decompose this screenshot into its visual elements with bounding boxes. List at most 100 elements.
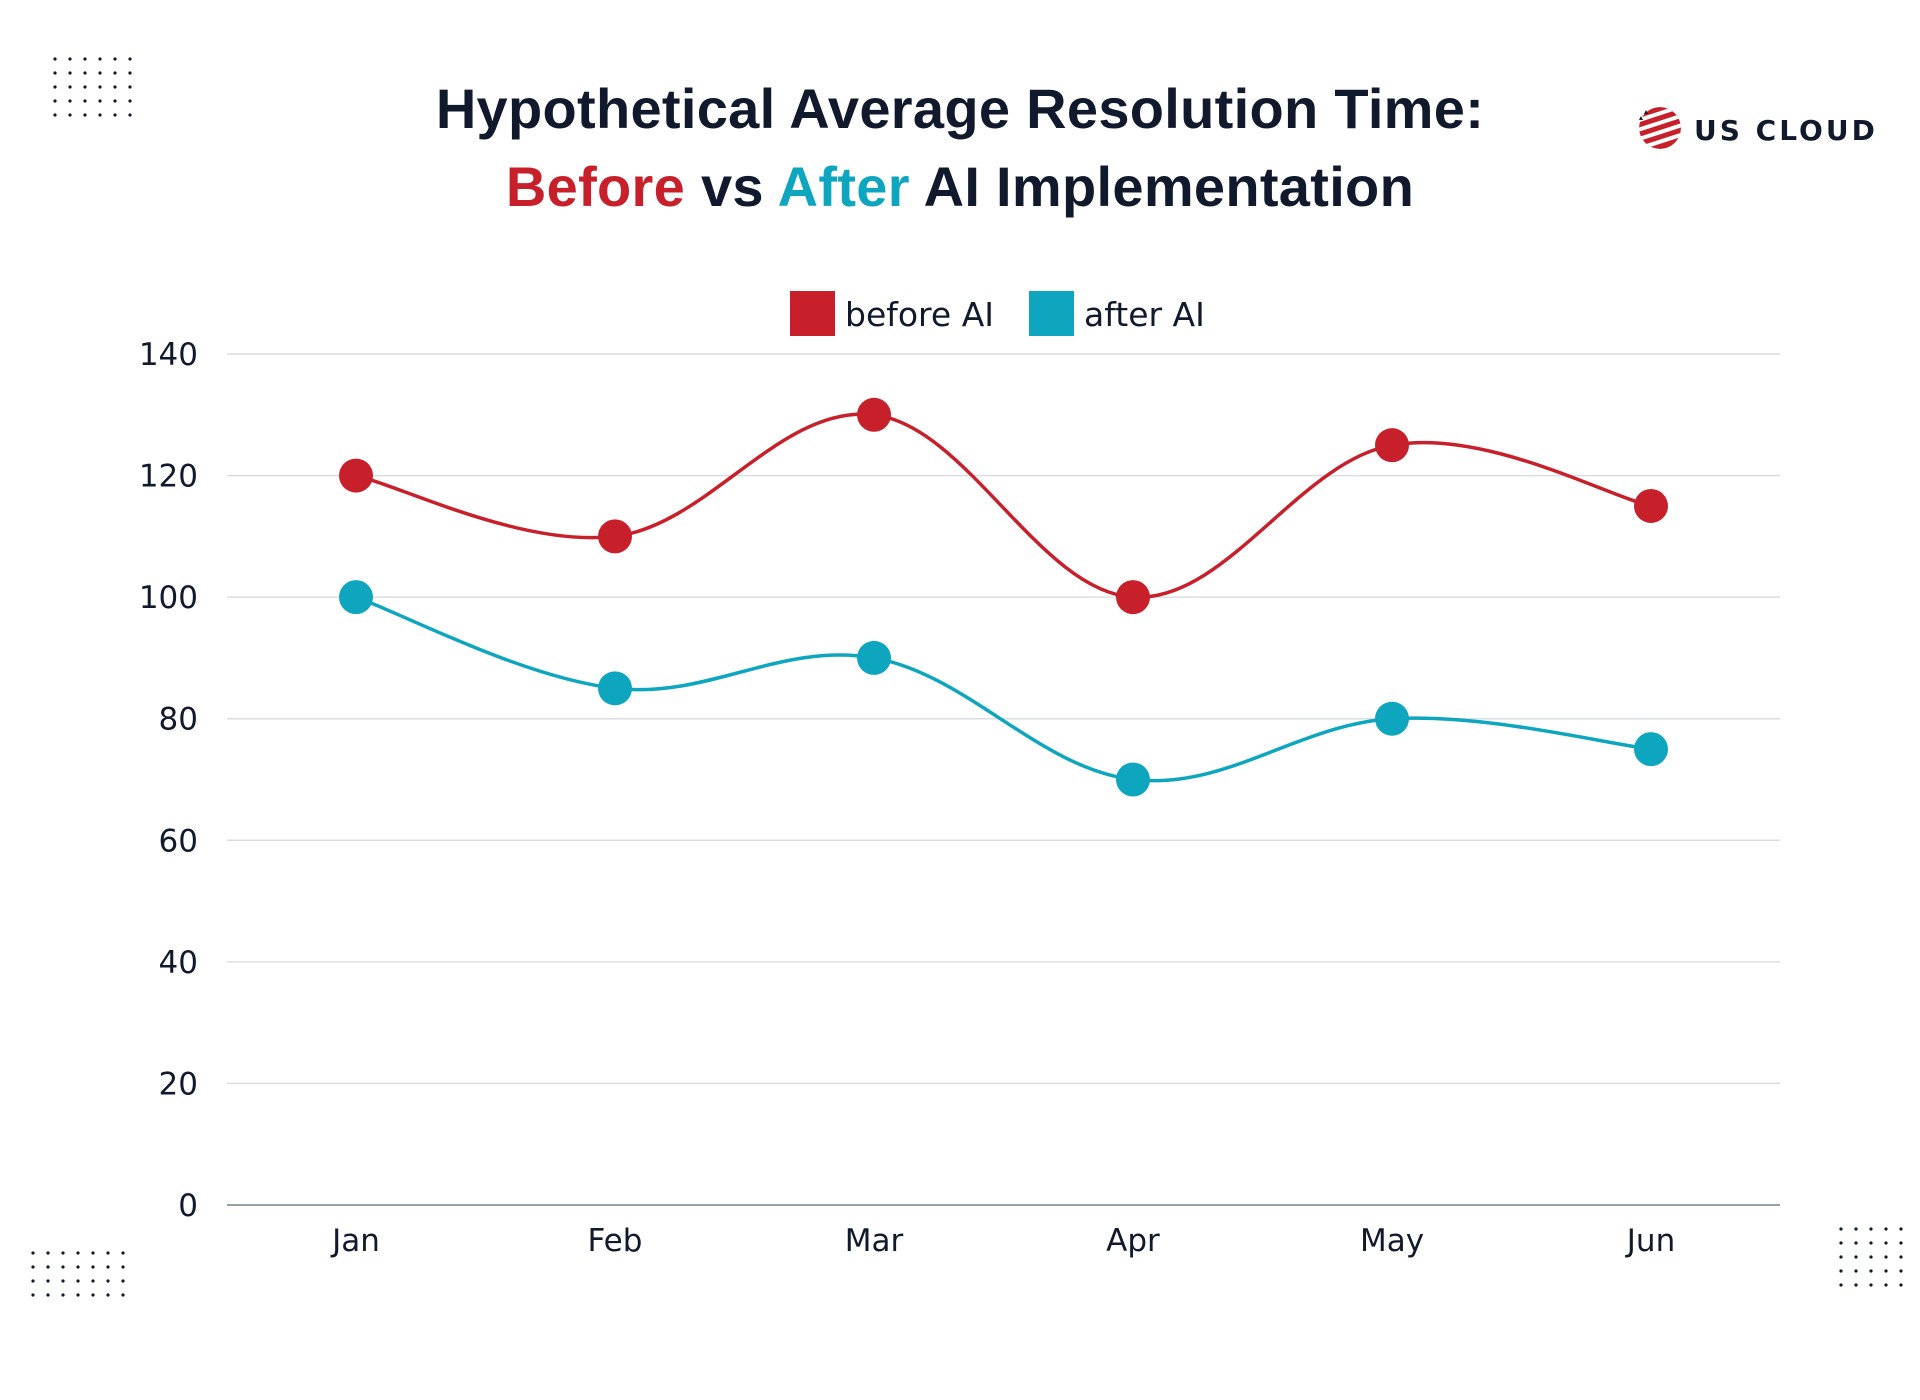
decorative-dot bbox=[46, 1265, 50, 1269]
decorative-dot bbox=[61, 1265, 65, 1269]
data-point bbox=[1634, 732, 1668, 767]
decorative-dot bbox=[1854, 1227, 1858, 1231]
y-tick-label: 0 bbox=[178, 1188, 198, 1224]
decorative-dot bbox=[106, 1251, 110, 1255]
x-tick-label: Apr bbox=[1106, 1223, 1160, 1259]
decorative-dot bbox=[128, 71, 132, 75]
decorative-dot bbox=[53, 71, 57, 75]
decorative-dots-bottom-left bbox=[31, 1251, 125, 1297]
data-point bbox=[598, 519, 632, 554]
decorative-dot bbox=[121, 1279, 125, 1283]
decorative-dot bbox=[1839, 1227, 1843, 1231]
decorative-dot bbox=[91, 1293, 95, 1297]
decorative-dot bbox=[113, 57, 117, 61]
decorative-dot bbox=[68, 85, 72, 89]
decorative-dot bbox=[91, 1279, 95, 1283]
decorative-dot bbox=[106, 1293, 110, 1297]
decorative-dot bbox=[83, 71, 87, 75]
data-point bbox=[1375, 701, 1409, 736]
decorative-dot bbox=[1899, 1227, 1903, 1231]
decorative-dot bbox=[98, 57, 102, 61]
decorative-dot bbox=[68, 113, 72, 117]
decorative-dot bbox=[31, 1279, 35, 1283]
y-tick-label: 140 bbox=[139, 337, 198, 373]
y-tick-label: 80 bbox=[159, 702, 198, 738]
data-point bbox=[1116, 580, 1150, 615]
decorative-dot bbox=[98, 71, 102, 75]
legend-item: after AI bbox=[1029, 291, 1205, 336]
decorative-dot bbox=[68, 71, 72, 75]
decorative-dot bbox=[1839, 1283, 1843, 1287]
decorative-dot bbox=[1839, 1255, 1843, 1259]
decorative-dot bbox=[83, 57, 87, 61]
decorative-dot bbox=[76, 1251, 80, 1255]
legend-swatch bbox=[1029, 291, 1074, 336]
decorative-dot bbox=[68, 99, 72, 103]
data-point bbox=[339, 458, 373, 493]
x-tick-label: Feb bbox=[588, 1223, 643, 1259]
decorative-dot bbox=[1854, 1255, 1858, 1259]
chart-title-line-1: Hypothetical Average Resolution Time: bbox=[435, 77, 1485, 140]
decorative-dot bbox=[1869, 1255, 1873, 1259]
decorative-dot bbox=[46, 1293, 50, 1297]
globe-stripes-icon bbox=[1636, 104, 1684, 157]
decorative-dot bbox=[31, 1265, 35, 1269]
title-after-word: After bbox=[777, 155, 910, 218]
decorative-dot bbox=[31, 1293, 35, 1297]
decorative-dot bbox=[46, 1279, 50, 1283]
chart-title-line-2: Before vs After AI Implementation bbox=[0, 148, 1920, 226]
decorative-dot bbox=[1839, 1269, 1843, 1273]
decorative-dot bbox=[121, 1293, 125, 1297]
decorative-dot bbox=[121, 1251, 125, 1255]
decorative-dot bbox=[83, 99, 87, 103]
decorative-dot bbox=[61, 1251, 65, 1255]
y-tick-label: 100 bbox=[139, 580, 198, 616]
decorative-dot bbox=[121, 1265, 125, 1269]
decorative-dot bbox=[61, 1293, 65, 1297]
logo-text: US CLOUD bbox=[1694, 113, 1878, 147]
title-rest-words: AI Implementation bbox=[909, 155, 1415, 218]
decorative-dot bbox=[1869, 1283, 1873, 1287]
decorative-dot bbox=[1899, 1283, 1903, 1287]
decorative-dot bbox=[53, 99, 57, 103]
title-before-word: Before bbox=[505, 155, 686, 218]
decorative-dot bbox=[106, 1279, 110, 1283]
decorative-dot bbox=[1839, 1241, 1843, 1245]
data-point bbox=[857, 397, 891, 432]
series-line bbox=[355, 595, 1652, 783]
legend: before AI after AI bbox=[790, 291, 1205, 336]
decorative-dot bbox=[31, 1251, 35, 1255]
x-tick-label: Mar bbox=[845, 1223, 904, 1259]
series-after-ai bbox=[339, 580, 1668, 797]
x-tick-label: May bbox=[1360, 1223, 1424, 1259]
y-tick-label: 20 bbox=[159, 1066, 198, 1102]
data-point bbox=[1634, 488, 1668, 523]
legend-swatch bbox=[790, 291, 835, 336]
y-tick-label: 60 bbox=[159, 823, 198, 859]
legend-item: before AI bbox=[790, 291, 994, 336]
decorative-dot bbox=[98, 85, 102, 89]
decorative-dot bbox=[61, 1279, 65, 1283]
decorative-dot bbox=[128, 57, 132, 61]
series-line bbox=[355, 412, 1652, 599]
series-before-ai bbox=[339, 397, 1668, 615]
y-tick-label: 120 bbox=[139, 459, 198, 495]
decorative-dot bbox=[113, 113, 117, 117]
decorative-dot bbox=[53, 113, 57, 117]
data-point bbox=[339, 580, 373, 615]
axes: 0 20 40 60 80 100 120 140 Jan Feb Mar Apr May Jun bbox=[139, 337, 1780, 1259]
decorative-dot bbox=[76, 1279, 80, 1283]
decorative-dot bbox=[98, 99, 102, 103]
decorative-dot bbox=[1884, 1241, 1888, 1245]
decorative-dot bbox=[1869, 1241, 1873, 1245]
decorative-dot bbox=[53, 57, 57, 61]
data-point bbox=[1375, 428, 1409, 463]
data-point bbox=[857, 640, 891, 675]
data-point bbox=[598, 671, 632, 706]
data-point bbox=[1116, 762, 1150, 797]
decorative-dot bbox=[1899, 1269, 1903, 1273]
decorative-dot bbox=[1884, 1283, 1888, 1287]
series bbox=[339, 397, 1668, 797]
decorative-dot bbox=[1884, 1269, 1888, 1273]
decorative-dots-top-left bbox=[53, 57, 132, 117]
